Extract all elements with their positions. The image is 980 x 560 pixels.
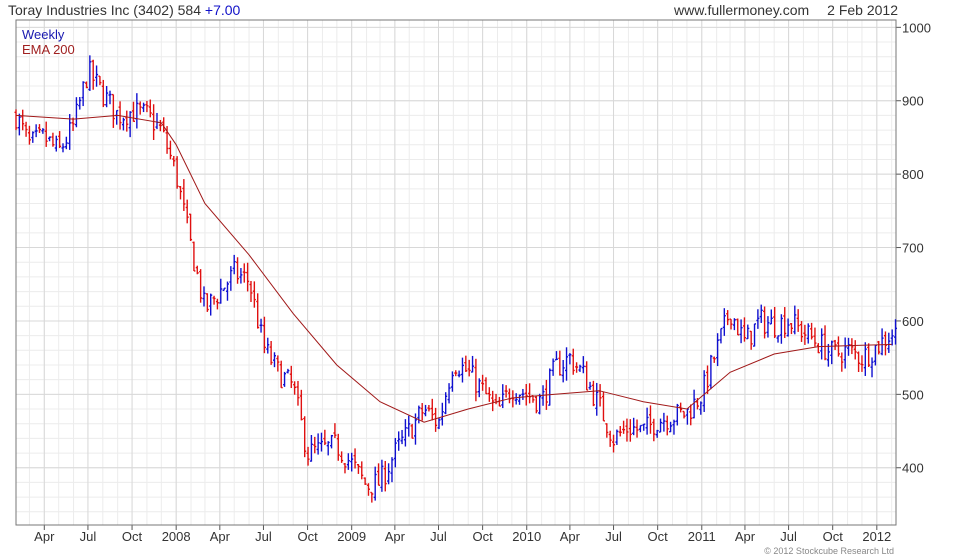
legend-ema: EMA 200 xyxy=(22,42,75,57)
x-tick-label: Jul xyxy=(255,529,272,544)
x-tick-label: 2009 xyxy=(337,529,366,544)
x-tick-label: Jul xyxy=(605,529,622,544)
x-tick-label: Oct xyxy=(122,529,143,544)
x-tick-label: 2010 xyxy=(512,529,541,544)
x-tick-label: Jul xyxy=(780,529,797,544)
ema-200-line xyxy=(15,114,892,423)
x-tick-label: Apr xyxy=(735,529,756,544)
title-text: Toray Industries Inc (3402) 584 xyxy=(8,2,201,18)
y-tick-label: 800 xyxy=(902,167,924,182)
chart-date: 2 Feb 2012 xyxy=(827,2,898,18)
x-tick-label: 2011 xyxy=(688,529,716,544)
x-tick-label: Jul xyxy=(80,529,97,544)
y-tick-label: 1000 xyxy=(902,20,931,35)
x-tick-label: Oct xyxy=(823,529,844,544)
header-right: www.fullermoney.com 2 Feb 2012 xyxy=(674,0,898,20)
chart-title: Toray Industries Inc (3402) 584 +7.00 xyxy=(8,0,240,20)
x-tick-label: Oct xyxy=(297,529,318,544)
y-tick-label: 400 xyxy=(902,461,924,476)
x-tick-label: Jul xyxy=(430,529,447,544)
y-tick-label: 600 xyxy=(902,314,924,329)
legend-weekly: Weekly xyxy=(22,27,65,42)
y-tick-label: 500 xyxy=(902,387,924,402)
x-tick-label: Apr xyxy=(210,529,231,544)
x-tick-label: Oct xyxy=(648,529,669,544)
change-value: +7.00 xyxy=(204,2,241,18)
x-tick-label: 2008 xyxy=(162,529,191,544)
x-tick-label: Apr xyxy=(560,529,581,544)
site-link[interactable]: www.fullermoney.com xyxy=(674,2,810,18)
x-tick-label: Apr xyxy=(34,529,55,544)
x-tick-label: Oct xyxy=(472,529,493,544)
y-tick-label: 900 xyxy=(902,94,924,109)
legend: Weekly EMA 200 xyxy=(22,27,75,57)
y-tick-label: 700 xyxy=(902,241,924,256)
copyright-notice: © 2012 Stockcube Research Ltd xyxy=(764,546,894,556)
x-tick-label: 2012 xyxy=(862,529,891,544)
plot-frame xyxy=(15,19,897,526)
x-tick-label: Apr xyxy=(385,529,406,544)
